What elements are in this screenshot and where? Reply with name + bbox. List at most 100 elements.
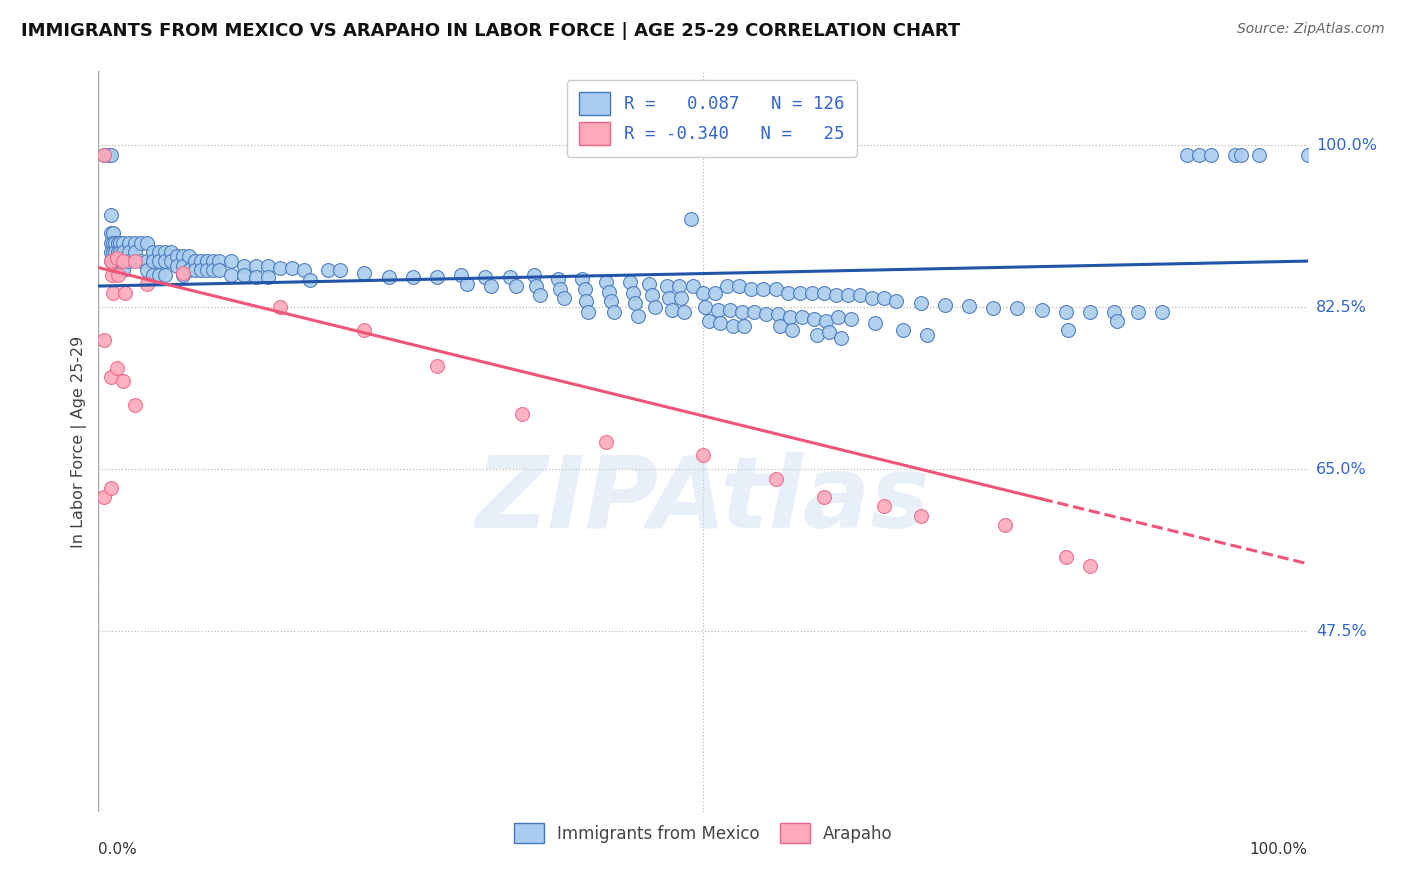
Point (792, 310, 814, 324)
Point (776, 286, 799, 301)
Point (825, 288, 848, 302)
Point (104, 244, 127, 259)
Point (981, 301, 1004, 316)
Point (124, 398, 146, 412)
Point (740, 282, 762, 296)
Point (100, 481, 122, 495)
Point (135, 277, 157, 292)
Point (256, 259, 278, 273)
Point (108, 235, 131, 250)
Point (1152, 305, 1174, 319)
Point (111, 244, 134, 259)
Point (101, 227, 124, 241)
Y-axis label: In Labor Force | Age 25-29: In Labor Force | Age 25-29 (72, 335, 87, 548)
Point (281, 260, 304, 275)
Point (107, 244, 129, 259)
Point (957, 300, 980, 314)
Point (124, 254, 146, 268)
Point (135, 263, 157, 277)
Point (101, 286, 124, 301)
Point (1296, 147, 1319, 161)
Point (135, 254, 157, 268)
Point (166, 250, 188, 264)
Point (598, 285, 620, 299)
Point (692, 286, 714, 301)
Point (523, 268, 546, 282)
Point (595, 434, 617, 449)
Point (101, 254, 124, 268)
Point (101, 235, 124, 250)
Point (184, 254, 207, 268)
Point (101, 244, 124, 259)
Point (329, 263, 352, 277)
Point (624, 295, 647, 310)
Point (752, 282, 775, 296)
Point (111, 235, 134, 250)
Point (118, 244, 141, 259)
Point (100, 268, 122, 282)
Text: Source: ZipAtlas.com: Source: ZipAtlas.com (1237, 22, 1385, 37)
Point (709, 316, 731, 330)
Point (124, 244, 146, 259)
Point (142, 268, 165, 282)
Point (104, 263, 127, 277)
Point (863, 316, 886, 330)
Point (716, 279, 738, 293)
Point (107, 254, 129, 268)
Point (910, 508, 932, 523)
Point (849, 288, 872, 302)
Point (153, 244, 176, 259)
Point (576, 305, 599, 319)
Point (765, 472, 787, 486)
Point (627, 309, 650, 323)
Point (806, 328, 828, 343)
Point (915, 328, 938, 343)
Point (190, 263, 212, 277)
Point (668, 279, 690, 293)
Point (1054, 305, 1077, 319)
Point (817, 326, 839, 340)
Point (269, 260, 291, 275)
Text: IMMIGRANTS FROM MEXICO VS ARAPAHO IN LABOR FORCE | AGE 25-29 CORRELATION CHART: IMMIGRANTS FROM MEXICO VS ARAPAHO IN LAB… (21, 22, 960, 40)
Point (1057, 323, 1080, 337)
Point (118, 254, 141, 268)
Point (1128, 305, 1150, 319)
Point (93, 490, 115, 504)
Point (129, 235, 152, 250)
Point (658, 291, 681, 305)
Point (706, 303, 728, 318)
Point (830, 331, 852, 345)
Point (800, 286, 823, 301)
Point (742, 305, 765, 319)
Point (692, 449, 714, 463)
Text: 47.5%: 47.5% (1316, 624, 1367, 639)
Point (124, 235, 146, 250)
Point (292, 263, 315, 277)
Point (100, 235, 122, 250)
Point (695, 301, 717, 315)
Point (571, 271, 593, 285)
Point (172, 268, 194, 282)
Point (766, 307, 789, 321)
Point (682, 279, 704, 293)
Point (641, 288, 664, 302)
Point (426, 359, 449, 373)
Point (769, 318, 792, 333)
Point (553, 291, 575, 305)
Text: 100.0%: 100.0% (1316, 138, 1376, 153)
Point (671, 291, 693, 305)
Point (148, 268, 170, 282)
Point (142, 254, 165, 268)
Point (1223, 147, 1246, 161)
Point (111, 254, 134, 268)
Point (1188, 147, 1211, 161)
Point (994, 517, 1017, 532)
Point (245, 259, 267, 273)
Point (100, 147, 122, 161)
Point (221, 268, 243, 282)
Point (107, 268, 129, 282)
Point (550, 282, 572, 296)
Point (256, 269, 278, 284)
Point (105, 360, 128, 375)
Point (621, 286, 644, 301)
